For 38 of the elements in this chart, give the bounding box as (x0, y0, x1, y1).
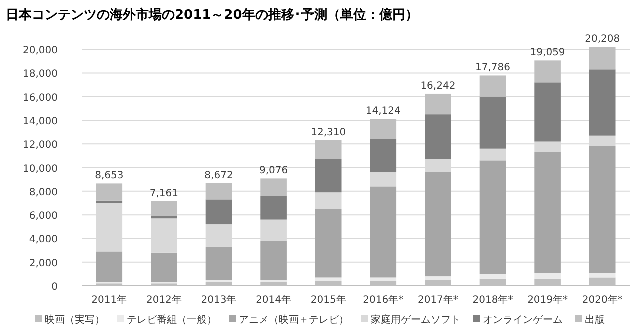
total: 19,059 (530, 48, 566, 59)
total: 9,076 (259, 166, 288, 177)
xtick: 2013年 (201, 295, 237, 306)
total: 7,161 (150, 188, 179, 200)
total: 17,786 (476, 62, 510, 74)
xtick: 2015年 (310, 295, 346, 306)
xtick: 2020年* (582, 295, 623, 306)
legend: アニメ（映画＋テレビ） (239, 315, 349, 326)
total: 14,124 (366, 106, 401, 118)
xtick: 2017年* (418, 295, 458, 306)
ytick: 8,000 (29, 187, 58, 198)
legend: 家庭用ゲームソフト (371, 315, 461, 326)
ytick: 2,000 (29, 258, 58, 270)
legend: 出版 (585, 315, 605, 326)
ytick: 10,000 (23, 164, 58, 175)
total: 16,242 (420, 80, 456, 92)
ytick: 6,000 (29, 211, 58, 222)
legend: オンラインゲーム (483, 315, 563, 326)
xtick: 2012年 (146, 295, 182, 306)
ytick: 18,000 (23, 69, 58, 80)
total: 8,653 (95, 170, 124, 182)
ytick: 16,000 (23, 92, 58, 104)
legend: 映画（実写） (45, 315, 105, 326)
ytick: 4,000 (29, 234, 58, 246)
xtick: 2019年* (528, 295, 568, 306)
ytick: 0 (52, 282, 58, 293)
total: 20,208 (585, 34, 620, 46)
total: 8,672 (204, 170, 234, 182)
title: 日本コンテンツの海外市場の2011～20年の推移･予測（単位：億円） (6, 8, 418, 23)
ytick: 20,000 (23, 46, 58, 57)
xtick: 2018年* (472, 295, 514, 306)
ytick: 14,000 (23, 116, 58, 128)
xtick: 2011年 (92, 295, 128, 306)
total: 12,310 (311, 127, 346, 138)
xtick: 2014年 (256, 295, 292, 306)
ytick: 12,000 (23, 140, 58, 152)
xtick: 2016年* (363, 295, 404, 306)
legend: テレビ番組（一般） (127, 315, 217, 326)
